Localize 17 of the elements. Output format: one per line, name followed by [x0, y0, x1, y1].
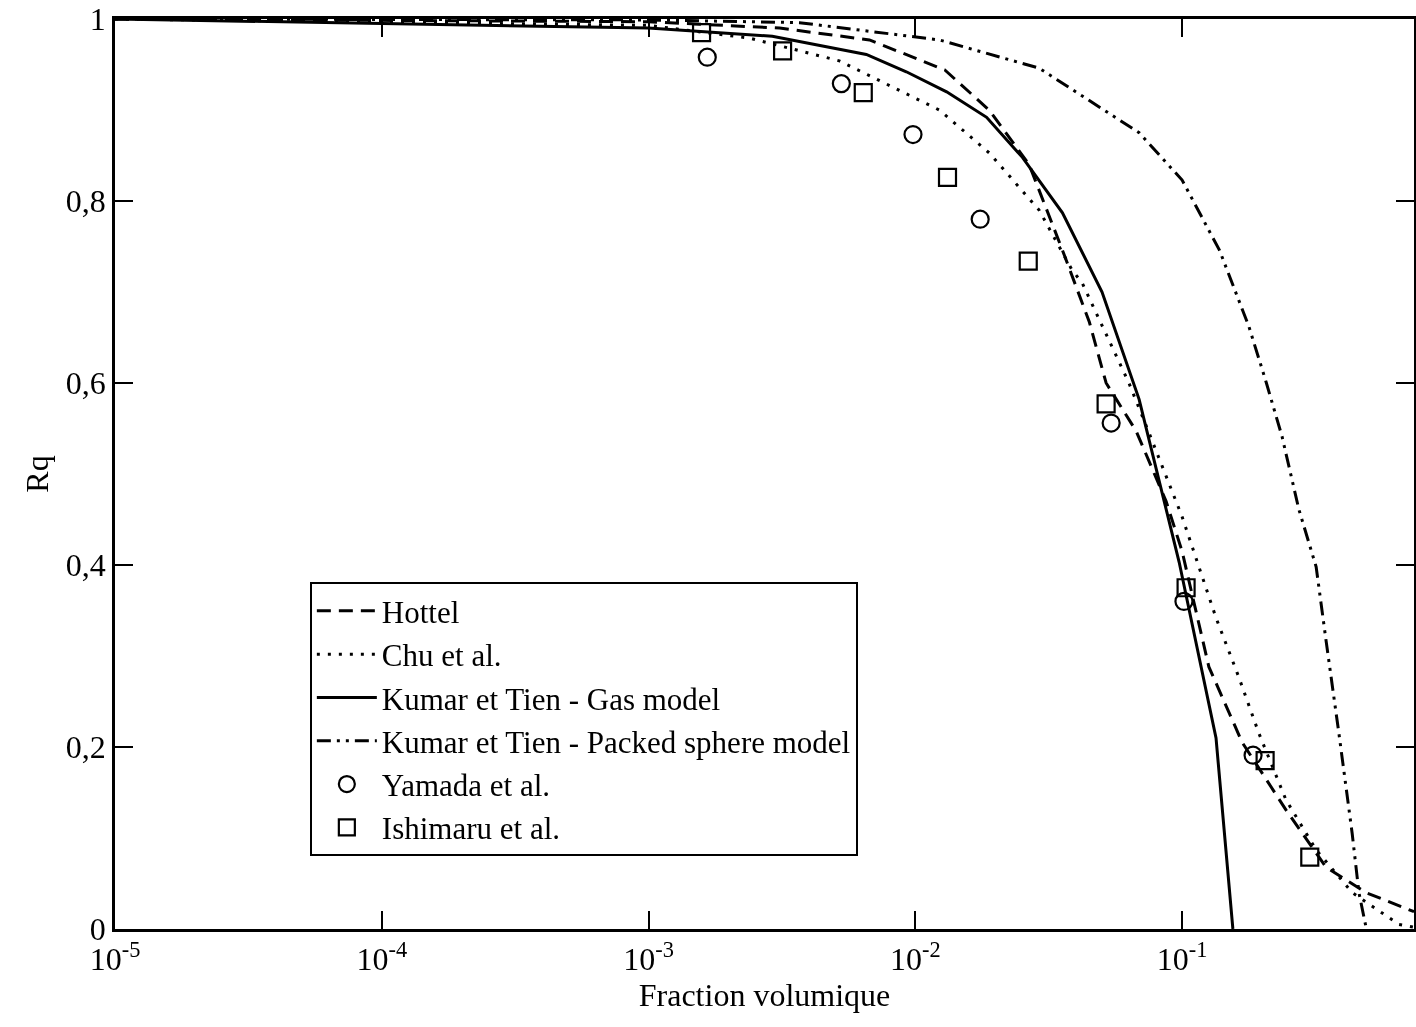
x-axis-title: Fraction volumique [638, 977, 891, 1014]
x-tick-label: 10$^{-3}$ [623, 936, 674, 978]
legend-label: Ishimaru et al. [381, 811, 561, 847]
y-tick-label: 0,4 [65, 547, 106, 584]
x-tick-label: 10$^{-4}$ [356, 936, 408, 978]
y-tick-label: 0,6 [65, 365, 106, 402]
legend-label: Kumar et Tien - Packed sphere model [381, 724, 851, 760]
y-axis-title: Rq [19, 455, 56, 493]
y-tick-label: 0,8 [65, 183, 106, 220]
x-tick-label: 10$^{-2}$ [890, 936, 941, 978]
legend-label: Yamada et al. [381, 768, 551, 804]
legend-label: Chu et al. [381, 638, 502, 674]
legend-label: Hottel [381, 594, 460, 630]
x-tick-label: 10$^{-1}$ [1156, 936, 1208, 978]
y-tick-label: 0,2 [65, 729, 106, 766]
legend-label: Kumar et Tien - Gas model [381, 681, 721, 717]
y-tick-label: 1 [89, 1, 106, 38]
